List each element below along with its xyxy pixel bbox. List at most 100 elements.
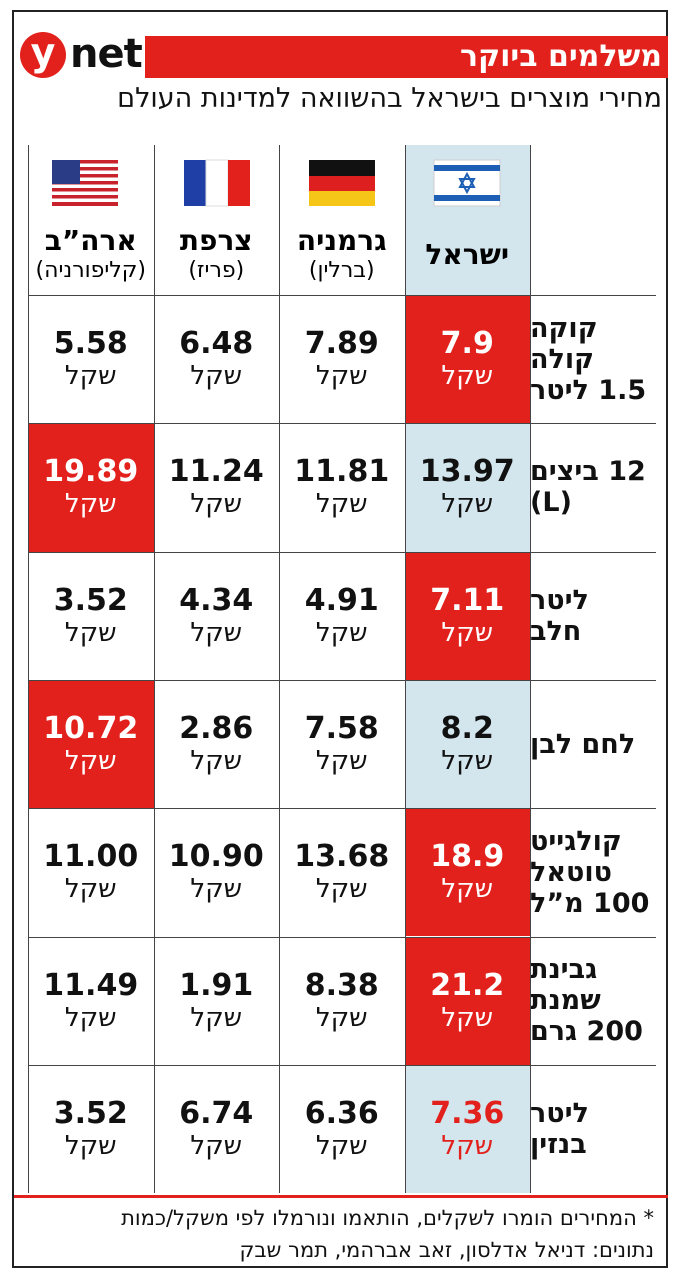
unit: שקל [441,617,494,648]
country-name: גרמניה [296,224,387,257]
unit: שקל [190,361,243,392]
row-divider [28,551,656,553]
price: 10.72 [43,711,139,747]
row-divider [28,423,656,425]
price: 13.97 [419,454,515,490]
price: 7.9 [440,326,494,362]
unit: שקל [315,1130,368,1161]
price-cell: 11.49 שקל [28,936,154,1065]
flag-usa [52,160,118,206]
price: 7.89 [304,326,379,362]
product-line: בנזין [530,1128,587,1160]
product-line: קולגייט [530,825,622,857]
column-divider [530,145,531,1194]
unit: שקל [190,1002,243,1033]
footer-rule [14,1195,668,1199]
price-cell: 11.81 שקל [279,423,405,552]
unit: שקל [441,874,494,905]
subtitle: מחירי מוצרים בישראל בהשוואה למדינות העול… [117,83,662,114]
logo-mark: y [20,32,66,78]
price-cell: 13.68 שקל [279,808,405,937]
price: 11.49 [43,967,139,1003]
product-line: שמנת [530,985,601,1017]
row-divider [28,1064,656,1066]
row-divider [28,808,656,810]
price: 4.34 [179,582,254,618]
price-cell: 11.24 שקל [153,423,279,552]
unit: שקל [64,1130,117,1161]
price: 4.91 [304,582,379,618]
flag-israel [433,159,501,207]
product-line: טוטאל [530,856,612,888]
price-cell: 19.89 שקל [28,423,154,552]
product-line: גבינת [530,954,598,986]
price-cell: 10.72 שקל [28,679,154,809]
unit: שקל [315,489,368,520]
product-line: ליטר [530,584,589,616]
frame [12,10,668,1268]
unit: שקל [441,1002,494,1033]
price-cell: 10.90 שקל [153,808,279,937]
unit: שקל [441,746,494,777]
logo-text: net [70,31,143,77]
country-city: (קליפורניה) [35,258,146,283]
unit: שקל [64,874,117,905]
product-label: ליטר חלב [530,552,654,680]
price: 8.2 [440,711,494,747]
product-line: קוקה [530,312,598,344]
country-city: (פריז) [188,258,245,283]
price-cell: 1.91 שקל [153,936,279,1065]
product-label: 12 ביצים (L) [530,423,654,551]
unit: שקל [190,874,243,905]
unit: שקל [64,746,117,777]
price-cell: 3.52 שקל [28,1064,154,1194]
title: משלמים ביוקר [459,39,662,74]
unit: שקל [64,617,117,648]
unit: שקל [315,1002,368,1033]
product-line: לחם לבן [530,728,636,760]
unit: שקל [64,1002,117,1033]
column-header: ישראל [405,215,531,295]
country-city: (ברלין) [308,258,375,283]
price-cell: 3.52 שקל [28,551,154,680]
column-header: ארה”ב (קליפורניה) [28,215,154,295]
product-line: חלב [530,615,582,647]
product-line: 1.5 ליטר [530,374,647,406]
unit: שקל [441,489,494,520]
product-label: גבינת שמנת 200 גרם [530,937,654,1065]
product-label: קולגייט טוטאל 100 מ”ל [530,808,654,936]
footer-note: נתונים: דניאל אדלסון, זאב אברהמי, תמר שב… [239,1238,655,1263]
unit: שקל [441,1130,494,1161]
price: 6.48 [179,326,254,362]
price: 18.9 [430,839,505,875]
price: 13.68 [294,839,390,875]
price-cell: 7.11 שקל [404,551,530,680]
price-cell: 6.74 שקל [153,1064,279,1194]
price-cell: 21.2 שקל [404,936,530,1065]
price: 3.52 [53,1095,128,1131]
product-label: לחם לבן [530,680,654,808]
column-divider [28,145,29,1194]
product-label: ליטר בנזין [530,1065,654,1193]
country-name: צרפת [179,224,253,257]
unit: שקל [190,1130,243,1161]
product-line: 12 ביצים [530,456,646,488]
price-cell: 8.2 שקל [404,679,530,809]
unit: שקל [190,617,243,648]
price-cell: 6.36 שקל [279,1064,405,1194]
price: 5.58 [53,326,128,362]
price: 2.86 [179,711,254,747]
unit: שקל [315,746,368,777]
unit: שקל [190,489,243,520]
price-cell: 6.48 שקל [153,295,279,424]
product-label: קוקה קולה 1.5 ליטר [530,295,654,423]
price-cell: 7.9 שקל [404,295,530,424]
price-cell: 13.97 שקל [404,423,530,552]
price-cell: 8.38 שקל [279,936,405,1065]
unit: שקל [441,361,494,392]
price-cell: 7.58 שקל [279,679,405,809]
price: 11.24 [168,454,264,490]
column-header: גרמניה (ברלין) [279,215,405,295]
